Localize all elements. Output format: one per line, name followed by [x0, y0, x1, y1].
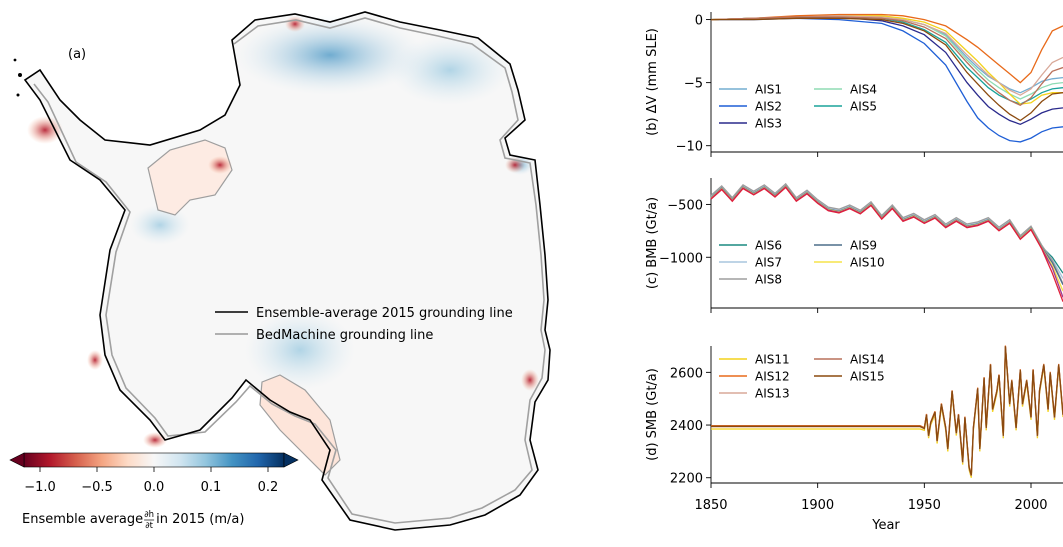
colorbar-tick-label: −0.5 — [81, 480, 113, 495]
colorbar: −1.0 −0.5 0.0 0.1 0.2 Ensemble average ∂h ∂t… — [9, 452, 299, 531]
colorbar-extend-min — [9, 452, 25, 468]
thinning-hotspot-wilkes — [521, 369, 539, 391]
colorbar-label-frac-denominator: ∂t — [145, 521, 153, 531]
colorbar-tick-label: −1.0 — [24, 480, 56, 495]
series-line-ais15 — [711, 346, 1063, 476]
ross-shelf — [259, 374, 341, 476]
y-tick-label: 2400 — [670, 419, 703, 434]
legend-label-ais5: AIS5 — [850, 100, 877, 114]
thinning-hotspot-north — [285, 16, 305, 32]
thinning-hotspot-filchner — [208, 156, 232, 174]
x-tick-label: 2000 — [1014, 498, 1047, 513]
legend-label-ais15: AIS15 — [850, 370, 885, 384]
island-2 — [16, 93, 20, 97]
thickening-region-ross — [245, 310, 355, 390]
legend-label-ais12: AIS12 — [755, 370, 790, 384]
island-3 — [13, 58, 17, 62]
series-line-ais7 — [710, 183, 1063, 279]
series-line-ais11 — [711, 348, 1063, 478]
x-tick-label: 1900 — [801, 498, 834, 513]
thickening-region-northeast — [390, 35, 510, 105]
legend-label-ensemble: Ensemble-average 2015 grounding line — [256, 306, 513, 321]
colorbar-label-frac-numerator: ∂h — [144, 510, 154, 520]
y-tick-label: 0 — [695, 14, 703, 29]
series-line-ais12 — [710, 13, 1063, 84]
y-axis-label: (d) SMB (Gt/a) — [645, 368, 660, 461]
island-1 — [18, 73, 22, 77]
series-line-ais1 — [710, 15, 1063, 94]
colorbar-label: Ensemble average — [22, 512, 143, 527]
y-tick-label: −10 — [676, 140, 703, 155]
map-panel-label: (a) — [68, 47, 86, 62]
series-line-ais8 — [710, 182, 1063, 284]
colorbar-tick-label: 0.1 — [201, 480, 222, 495]
antarctica-map: (a) Ensemble-average 2015 grounding line… — [9, 11, 551, 531]
legend-label-ais6: AIS6 — [755, 239, 782, 253]
legend-label-ais14: AIS14 — [850, 353, 885, 367]
series-line-unnamed — [710, 186, 1063, 302]
series-line-ais13 — [710, 15, 1063, 96]
colorbar-tick-label: 0.0 — [144, 480, 165, 495]
series-line-ais9 — [710, 184, 1063, 285]
series-line-ais14 — [710, 16, 1063, 107]
panel-b-volume: 0 −5 −10 (b) ΔV (mm SLE) AIS1 AIS2 AIS3 AIS4 AIS… — [645, 12, 1063, 157]
ensemble-grounding-line — [23, 11, 551, 531]
series-line-ais2 — [711, 17, 1063, 143]
thinning-hotspot-bellingshausen — [87, 350, 103, 370]
legend-label-ais2: AIS2 — [755, 100, 782, 114]
legend-label-ais7: AIS7 — [755, 256, 782, 270]
legend-label-ais10: AIS10 — [850, 256, 885, 270]
thickening-region-north — [235, 15, 425, 95]
y-axis-label: (c) BMB (Gt/a) — [645, 197, 660, 289]
legend-label-ais9: AIS9 — [850, 239, 877, 253]
y-tick-label: −5 — [684, 77, 703, 92]
panel-d-smb: 2600 2400 2200 (d) SMB (Gt/a) AIS11 AIS12 AIS1… — [645, 345, 1063, 533]
legend-label-ais1: AIS1 — [755, 83, 782, 97]
y-tick-label: 2600 — [670, 366, 703, 381]
continent-fill — [25, 12, 550, 530]
x-tick-label: 1850 — [694, 498, 727, 513]
legend-label-ais13: AIS13 — [755, 387, 790, 401]
legend-label-ais8: AIS8 — [755, 273, 782, 287]
x-tick-label: 1950 — [908, 498, 941, 513]
y-tick-label: −1000 — [659, 251, 703, 266]
y-tick-label: −500 — [667, 198, 703, 213]
legend-label-bedmachine: BedMachine grounding line — [256, 328, 433, 343]
colorbar-extend-max — [283, 452, 299, 468]
y-tick-label: 2200 — [670, 472, 703, 487]
legend-label-ais3: AIS3 — [755, 117, 782, 131]
bedmachine-grounding-line — [33, 17, 546, 524]
y-axis-label: (b) ΔV (mm SLE) — [645, 28, 660, 136]
map-legend: Ensemble-average 2015 grounding line Bed… — [215, 306, 513, 343]
colorbar-label-suffix: in 2015 (m/a) — [156, 512, 244, 527]
panel-c-bmb: −500 −1000(c) BMB (Gt/a) AIS6 AIS7 AIS8 AIS9 A… — [645, 178, 1063, 313]
x-axis-label: Year — [871, 518, 900, 533]
series-line-ais15 — [711, 17, 1063, 122]
ronne-filchner-shelf — [147, 139, 233, 216]
legend-label-ais11: AIS11 — [755, 353, 790, 367]
thinning-hotspot-peninsula — [27, 116, 63, 144]
colorbar-tick-label: 0.2 — [258, 480, 279, 495]
legend-label-ais4: AIS4 — [850, 83, 877, 97]
